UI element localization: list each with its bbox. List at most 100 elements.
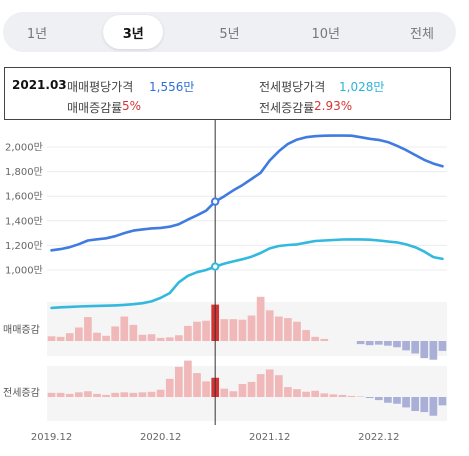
sale-change-value: 5% [122,99,142,113]
jeonse-change-panel [47,366,447,421]
price-tooltip: 2021.03 매매평당가격 1,556만 전세평당가격 1,028만 매매증감… [4,67,451,120]
sale-change-bar [420,341,429,359]
jeonse-change-bar [184,360,192,397]
sale-change-bar [356,341,365,345]
tooltip-date: 2021.03 [12,78,67,92]
jeonse-change-bar [329,394,338,397]
y-tick-label: 1,000만 [5,265,43,277]
sale-change-bar [120,316,129,341]
jeonse-change-bar [84,391,92,397]
sale-change-bar [220,319,229,341]
sale-change-bar [93,332,101,341]
jeonse-change-bar [302,391,310,397]
sale-change-label: 매매증감률 [67,101,123,115]
sale-price-value: 1,556만 [149,80,195,94]
sale-change-bar [429,341,438,360]
jeonse-change-bar [356,396,365,397]
tab-10y[interactable]: 10년 [311,26,340,42]
sale-change-bar [274,316,283,341]
sale-price-marker [210,197,220,206]
sale-change-bar [256,296,265,341]
sale-change-bar [84,317,92,341]
jeonse-change-bar [238,384,247,397]
sale-change-bar [238,319,247,341]
jeonse-change-bar [193,373,201,397]
y-tick-label: 2,000만 [5,142,43,154]
jeonse-change-bar [256,374,265,397]
jeonse-price-value: 1,028만 [339,80,385,94]
jeonse-change-bar [165,378,174,397]
jeonse-change-bar [202,381,210,397]
sale-change-bar [411,341,420,354]
jeonse-price-line [50,238,444,310]
sale-change-bar [229,319,238,341]
jeonse-change-bar [120,392,129,397]
sale-change-bar [374,341,383,345]
sale-change-bar [393,341,401,348]
sale-change-bar [129,324,138,341]
tab-all[interactable]: 전체 [410,26,434,42]
x-tick-label: 2020.12 [140,432,181,443]
jeonse-change-bar [56,392,65,397]
jeonse-change-bar [220,388,229,397]
sale-change-bar [365,341,374,346]
jeonse-change-label: 전세증감 [3,387,40,399]
tab-1y[interactable]: 1년 [26,26,48,42]
jeonse-change-bar [65,393,74,397]
jeonse-change-bar [284,387,292,397]
sale-change-bar [320,338,329,341]
y-tick-label: 1,200만 [5,240,43,252]
x-tick-label: 2019.12 [31,432,72,443]
sale-change-bar [293,321,301,341]
sale-change-bar [165,337,174,341]
sale-change-bar [247,315,256,341]
jeonse-change-bar [74,392,83,397]
sale-change-bar [438,341,447,351]
jeonse-change-bar [420,397,429,413]
tab-3y[interactable]: 3년 [103,15,164,49]
sale-change-bar [111,326,120,341]
jeonse-change-value: 2.93% [314,99,353,113]
sale-change-bar [265,310,274,341]
sale-change-panel [47,302,447,356]
jeonse-change-bar [438,397,447,406]
sale-change-bar [402,341,410,351]
sale-change-bar [138,334,147,341]
jeonse-change-bar [102,394,110,397]
sale-change-bar [202,320,210,341]
y-tick-label: 1,600만 [5,191,43,203]
x-tick-label: 2021.12 [249,432,290,443]
jeonse-change-bar [156,389,165,397]
jeonse-change-bar [247,381,256,397]
jeonse-change-bar [311,390,320,397]
jeonse-change-bar [320,393,329,397]
period-tabs: 1년 3년 5년 10년 전체 [3,12,456,52]
jeonse-price-label: 전세평당가격 [259,80,326,94]
jeonse-change-bar [338,394,347,397]
sale-change-bar [156,337,165,341]
sale-change-bar [384,341,392,346]
sale-price-label: 매매평당가격 [67,80,134,94]
sale-change-bar [302,330,310,341]
jeonse-change-bar [365,397,374,399]
jeonse-change-bar [47,392,56,397]
jeonse-change-bar [402,397,410,408]
jeonse-change-bar [384,397,392,403]
tab-5y[interactable]: 5년 [219,26,240,42]
jeonse-change-bar [347,395,356,397]
jeonse-change-bar [293,389,301,397]
jeonse-change-bar [274,375,283,397]
x-tick-label: 2022.12 [358,432,399,443]
sale-change-bar [47,336,56,341]
sale-change-bar [184,325,192,341]
jeonse-change-bar [411,397,420,412]
sale-change-bar [65,333,74,341]
sale-change-bar [147,334,156,341]
sale-price-line [50,134,444,252]
jeonse-change-bar [174,366,183,397]
jeonse-change-bar [111,392,120,397]
jeonse-change-bar [129,392,138,397]
jeonse-change-label: 전세증감률 [259,101,315,115]
sale-change-bar [311,336,320,341]
